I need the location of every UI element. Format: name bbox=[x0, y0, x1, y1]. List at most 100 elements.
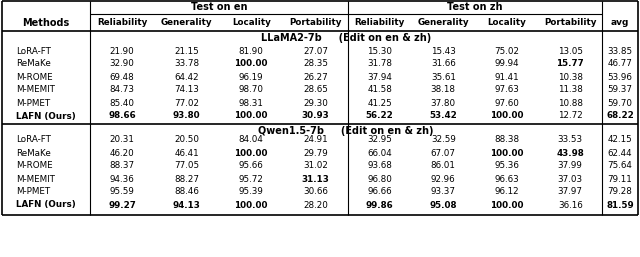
Text: 37.80: 37.80 bbox=[431, 98, 456, 107]
Text: 10.88: 10.88 bbox=[557, 98, 583, 107]
Text: 41.58: 41.58 bbox=[367, 86, 392, 95]
Text: 98.66: 98.66 bbox=[108, 112, 136, 121]
Text: 100.00: 100.00 bbox=[234, 200, 268, 209]
Text: 35.61: 35.61 bbox=[431, 72, 456, 81]
Text: 33.85: 33.85 bbox=[607, 47, 632, 56]
Text: 77.02: 77.02 bbox=[174, 98, 199, 107]
Text: 53.42: 53.42 bbox=[429, 112, 457, 121]
Text: 88.46: 88.46 bbox=[174, 188, 199, 197]
Text: 75.02: 75.02 bbox=[494, 47, 519, 56]
Text: 31.13: 31.13 bbox=[302, 175, 330, 183]
Text: ReMaKe: ReMaKe bbox=[16, 149, 51, 158]
Text: 100.00: 100.00 bbox=[234, 149, 268, 158]
Text: 74.13: 74.13 bbox=[174, 86, 199, 95]
Text: 77.05: 77.05 bbox=[174, 161, 199, 170]
Text: 13.05: 13.05 bbox=[557, 47, 583, 56]
Text: 37.94: 37.94 bbox=[367, 72, 392, 81]
Text: 43.98: 43.98 bbox=[556, 149, 584, 158]
Text: 67.07: 67.07 bbox=[431, 149, 456, 158]
Text: 36.16: 36.16 bbox=[558, 200, 582, 209]
Text: 53.96: 53.96 bbox=[607, 72, 632, 81]
Text: 93.68: 93.68 bbox=[367, 161, 392, 170]
Text: 84.04: 84.04 bbox=[239, 135, 264, 144]
Text: 46.41: 46.41 bbox=[175, 149, 199, 158]
Text: 95.72: 95.72 bbox=[239, 175, 264, 183]
Text: 68.22: 68.22 bbox=[606, 112, 634, 121]
Text: 95.59: 95.59 bbox=[110, 188, 134, 197]
Text: 96.63: 96.63 bbox=[494, 175, 519, 183]
Text: 99.27: 99.27 bbox=[108, 200, 136, 209]
Text: M-PMET: M-PMET bbox=[16, 98, 51, 107]
Text: 95.36: 95.36 bbox=[494, 161, 519, 170]
Text: 96.12: 96.12 bbox=[495, 188, 519, 197]
Text: 100.00: 100.00 bbox=[490, 112, 524, 121]
Text: 81.59: 81.59 bbox=[606, 200, 634, 209]
Text: Test on zh: Test on zh bbox=[447, 3, 503, 13]
Text: 100.00: 100.00 bbox=[234, 60, 268, 69]
Text: 29.30: 29.30 bbox=[303, 98, 328, 107]
Text: 12.72: 12.72 bbox=[558, 112, 582, 121]
Text: 32.59: 32.59 bbox=[431, 135, 456, 144]
Text: ReMaKe: ReMaKe bbox=[16, 60, 51, 69]
Text: 46.77: 46.77 bbox=[607, 60, 632, 69]
Text: 99.94: 99.94 bbox=[495, 60, 519, 69]
Text: 95.66: 95.66 bbox=[239, 161, 264, 170]
Text: 81.90: 81.90 bbox=[239, 47, 264, 56]
Text: 31.78: 31.78 bbox=[367, 60, 392, 69]
Text: 91.41: 91.41 bbox=[495, 72, 519, 81]
Text: 69.48: 69.48 bbox=[110, 72, 134, 81]
Text: Locality: Locality bbox=[232, 18, 271, 27]
Text: 95.39: 95.39 bbox=[239, 188, 264, 197]
Text: 31.02: 31.02 bbox=[303, 161, 328, 170]
Text: 84.73: 84.73 bbox=[109, 86, 135, 95]
Text: 20.31: 20.31 bbox=[110, 135, 134, 144]
Text: 56.22: 56.22 bbox=[366, 112, 394, 121]
Text: 28.35: 28.35 bbox=[303, 60, 328, 69]
Text: Portability: Portability bbox=[289, 18, 342, 27]
Text: 88.37: 88.37 bbox=[109, 161, 135, 170]
Text: LAFN (Ours): LAFN (Ours) bbox=[16, 112, 76, 121]
Text: 88.38: 88.38 bbox=[494, 135, 519, 144]
Text: 66.04: 66.04 bbox=[367, 149, 392, 158]
Text: 15.77: 15.77 bbox=[556, 60, 584, 69]
Text: 32.90: 32.90 bbox=[110, 60, 134, 69]
Text: 59.70: 59.70 bbox=[607, 98, 632, 107]
Text: 38.18: 38.18 bbox=[431, 86, 456, 95]
Text: Generality: Generality bbox=[161, 18, 212, 27]
Text: Test on en: Test on en bbox=[191, 3, 247, 13]
Text: 11.38: 11.38 bbox=[558, 86, 582, 95]
Text: 31.66: 31.66 bbox=[431, 60, 456, 69]
Text: M-ROME: M-ROME bbox=[16, 72, 52, 81]
Text: 94.36: 94.36 bbox=[110, 175, 134, 183]
Text: LAFN (Ours): LAFN (Ours) bbox=[16, 200, 76, 209]
Text: 92.96: 92.96 bbox=[431, 175, 456, 183]
Text: 28.65: 28.65 bbox=[303, 86, 328, 95]
Text: 96.19: 96.19 bbox=[239, 72, 264, 81]
Text: 99.86: 99.86 bbox=[366, 200, 394, 209]
Text: 33.53: 33.53 bbox=[557, 135, 583, 144]
Text: 88.27: 88.27 bbox=[174, 175, 199, 183]
Text: 95.08: 95.08 bbox=[429, 200, 457, 209]
Text: 94.13: 94.13 bbox=[173, 200, 201, 209]
Text: 41.25: 41.25 bbox=[367, 98, 392, 107]
Text: 86.01: 86.01 bbox=[431, 161, 456, 170]
Text: LoRA-FT: LoRA-FT bbox=[16, 135, 51, 144]
Text: 29.79: 29.79 bbox=[303, 149, 328, 158]
Text: 97.60: 97.60 bbox=[494, 98, 519, 107]
Text: LLaMA2-7b     (Edit on en & zh): LLaMA2-7b (Edit on en & zh) bbox=[261, 33, 431, 43]
Text: 93.80: 93.80 bbox=[173, 112, 200, 121]
Text: 79.28: 79.28 bbox=[607, 188, 632, 197]
Text: 98.31: 98.31 bbox=[239, 98, 264, 107]
Text: 24.91: 24.91 bbox=[303, 135, 328, 144]
Text: avg: avg bbox=[611, 18, 629, 27]
Text: 15.30: 15.30 bbox=[367, 47, 392, 56]
Text: M-MEMIT: M-MEMIT bbox=[16, 86, 55, 95]
Text: 21.15: 21.15 bbox=[174, 47, 199, 56]
Text: Methods: Methods bbox=[22, 17, 70, 27]
Text: 37.99: 37.99 bbox=[558, 161, 582, 170]
Text: 46.20: 46.20 bbox=[110, 149, 134, 158]
Text: LoRA-FT: LoRA-FT bbox=[16, 47, 51, 56]
Text: 27.07: 27.07 bbox=[303, 47, 328, 56]
Text: 100.00: 100.00 bbox=[234, 112, 268, 121]
Text: 37.97: 37.97 bbox=[557, 188, 583, 197]
